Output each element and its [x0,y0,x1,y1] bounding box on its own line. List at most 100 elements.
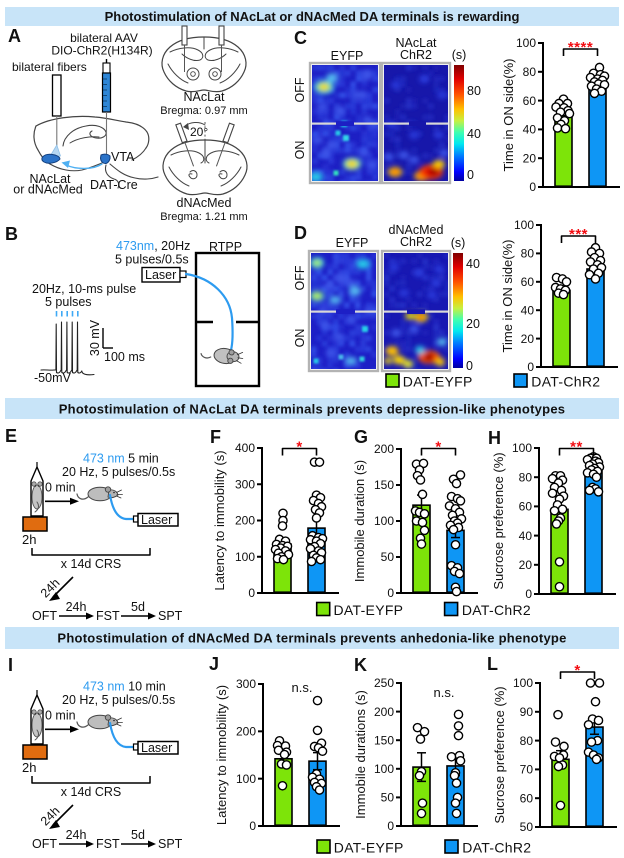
svg-text:60: 60 [519,500,533,514]
svg-text:20 Hz, 5 pulses/0.5s: 20 Hz, 5 pulses/0.5s [62,465,175,479]
svg-text:100: 100 [374,762,394,776]
svg-text:ON: ON [293,141,307,160]
svg-text:2h: 2h [22,532,36,547]
svg-text:250: 250 [374,676,394,690]
svg-text:5 pulses: 5 pulses [45,295,92,309]
svg-text:0: 0 [387,586,394,600]
svg-text:L: L [487,654,498,674]
svg-text:NAcLat: NAcLat [30,172,72,186]
svg-text:Laser: Laser [141,741,172,755]
svg-text:I: I [8,655,13,675]
svg-text:ON: ON [293,329,307,348]
svg-text:Time in ON side(%): Time in ON side(%) [500,240,515,353]
svg-text:OFF: OFF [293,265,307,290]
svg-text:FST: FST [96,837,120,851]
svg-text:DAT-Cre: DAT-Cre [90,178,138,192]
svg-text:0 min: 0 min [45,709,76,723]
svg-text:OFF: OFF [293,77,307,102]
svg-text:x 14d CRS: x 14d CRS [61,785,121,799]
svg-text:20: 20 [466,317,480,331]
svg-text:50: 50 [381,550,395,564]
svg-text:Photostimulation of dNAcMed DA: Photostimulation of dNAcMed DA terminals… [57,631,566,646]
svg-text:40: 40 [519,529,533,543]
svg-text:(s): (s) [452,48,467,62]
svg-text:90: 90 [520,705,534,719]
svg-text:G: G [354,427,368,447]
svg-text:DAT-EYFP: DAT-EYFP [403,374,473,390]
svg-text:H: H [488,428,501,448]
svg-text:n.s.: n.s. [292,680,313,695]
svg-text:100: 100 [516,36,536,50]
svg-text:80: 80 [521,247,535,261]
svg-text:100: 100 [513,676,533,690]
svg-text:ChR2: ChR2 [400,48,432,62]
svg-text:20: 20 [523,151,537,165]
svg-text:100: 100 [514,218,534,232]
svg-text:F: F [210,427,221,447]
svg-text:Bregma: 0.97 mm: Bregma: 0.97 mm [160,105,247,117]
svg-text:B: B [5,224,18,244]
svg-text:0: 0 [466,359,473,373]
svg-text:5 pulses/0.5s: 5 pulses/0.5s [115,253,189,267]
svg-text:0: 0 [248,586,255,600]
svg-text:80: 80 [523,65,537,79]
svg-text:Sucrose preference (%): Sucrose preference (%) [492,686,507,823]
svg-text:FST: FST [96,609,120,623]
svg-text:Latency to immobility (s): Latency to immobility (s) [214,685,229,825]
svg-text:Immobile durations (s): Immobile durations (s) [353,690,368,819]
svg-text:50: 50 [381,791,395,805]
svg-text:80: 80 [519,470,533,484]
svg-text:RTPP: RTPP [209,240,242,254]
svg-text:0: 0 [387,819,394,833]
svg-text:Laser: Laser [145,268,176,282]
svg-text:dNAcMed: dNAcMed [177,196,232,210]
svg-text:ChR2: ChR2 [400,235,432,249]
svg-text:A: A [8,26,21,46]
svg-text:5d: 5d [131,600,145,614]
svg-text:(s): (s) [451,236,466,250]
svg-text:100: 100 [235,550,255,564]
svg-text:200: 200 [235,514,255,528]
svg-text:150: 150 [374,733,394,747]
svg-text:K: K [354,655,367,675]
svg-text:bilateral AAV: bilateral AAV [70,31,138,45]
svg-text:DAT-ChR2: DAT-ChR2 [531,374,600,390]
svg-text:*: * [435,439,441,456]
svg-text:30 mV: 30 mV [88,319,102,356]
svg-text:5d: 5d [131,828,145,842]
svg-text:60: 60 [523,94,537,108]
svg-text:Time in ON side(%): Time in ON side(%) [501,59,516,172]
svg-text:D: D [294,223,307,243]
svg-text:473nm, 20Hz: 473nm, 20Hz [116,239,190,253]
svg-text:****: **** [568,39,593,56]
svg-text:70: 70 [520,763,534,777]
svg-text:40: 40 [523,123,537,137]
svg-text:24h: 24h [66,600,87,614]
svg-text:OFT: OFT [32,837,57,851]
svg-text:150: 150 [374,478,394,492]
svg-text:DAT-ChR2: DAT-ChR2 [462,840,531,856]
svg-text:20: 20 [521,332,535,346]
svg-text:0: 0 [525,587,532,601]
svg-text:300: 300 [236,677,256,691]
svg-text:OFT: OFT [32,609,57,623]
svg-text:0: 0 [527,360,534,374]
svg-text:80: 80 [520,734,534,748]
svg-text:*: * [574,662,580,679]
svg-text:DAT-EYFP: DAT-EYFP [334,840,404,856]
svg-text:80: 80 [467,84,481,98]
svg-text:DAT-EYFP: DAT-EYFP [334,602,404,618]
svg-text:50: 50 [520,820,534,834]
svg-text:0: 0 [249,819,256,833]
svg-text:NAcLat: NAcLat [396,36,438,50]
svg-text:Laser: Laser [141,513,172,527]
svg-text:J: J [209,654,219,674]
svg-text:Photostimulation of NAcLat or: Photostimulation of NAcLat or dNAcMed DA… [105,9,520,24]
svg-text:0 min: 0 min [45,481,76,495]
svg-text:E: E [5,426,17,446]
svg-text:100: 100 [374,514,394,528]
svg-text:473 nm 10 min: 473 nm 10 min [83,680,166,694]
svg-text:200: 200 [374,442,394,456]
svg-text:300: 300 [235,477,255,491]
svg-text:dNAcMed: dNAcMed [389,223,444,237]
